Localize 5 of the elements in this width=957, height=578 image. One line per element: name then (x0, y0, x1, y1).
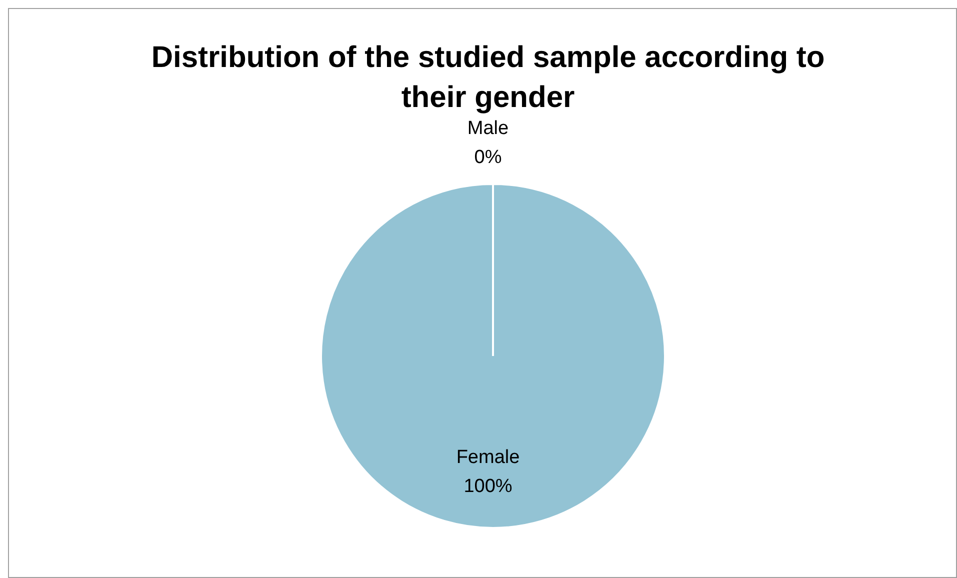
chart-title: Distribution of the studied sample according to their gender (150, 40, 826, 116)
slice-label: Female (456, 446, 520, 468)
text: 0% (474, 147, 502, 168)
data-label: 100% (464, 476, 512, 497)
category-label: Male (467, 118, 509, 139)
